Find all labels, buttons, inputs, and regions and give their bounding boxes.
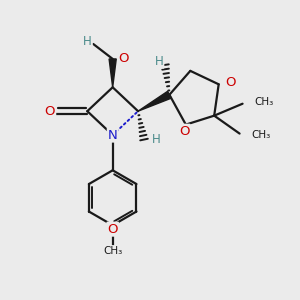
Text: H: H — [155, 55, 164, 68]
Text: O: O — [45, 105, 55, 118]
Polygon shape — [109, 59, 116, 87]
Text: H: H — [83, 35, 92, 48]
Text: CH₃: CH₃ — [254, 97, 273, 107]
Text: N: N — [108, 129, 118, 142]
Text: O: O — [225, 76, 236, 89]
Text: H: H — [152, 133, 160, 146]
Text: O: O — [179, 125, 190, 138]
Polygon shape — [138, 91, 171, 111]
Text: CH₃: CH₃ — [251, 130, 270, 140]
Text: O: O — [118, 52, 128, 65]
Text: CH₃: CH₃ — [103, 246, 122, 256]
Text: O: O — [107, 223, 118, 236]
